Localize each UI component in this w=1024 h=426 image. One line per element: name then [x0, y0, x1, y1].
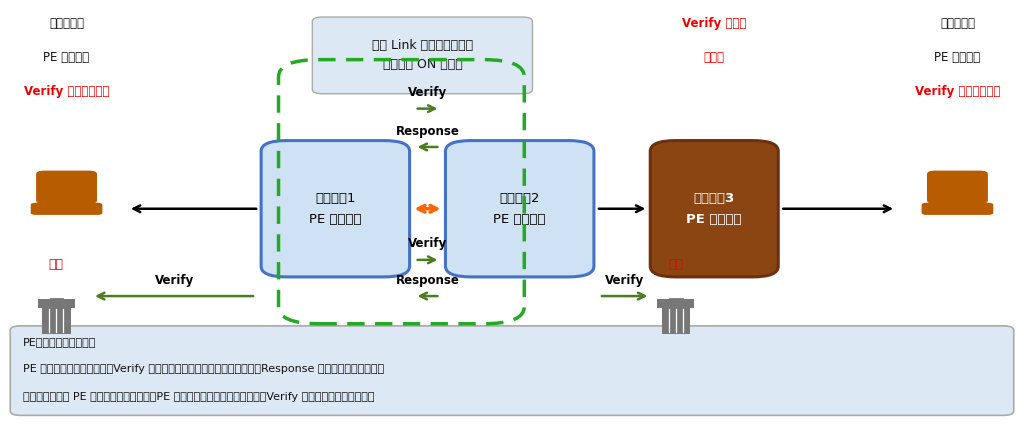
FancyBboxPatch shape	[657, 299, 694, 308]
Text: Verify を送信: Verify を送信	[682, 17, 746, 30]
FancyBboxPatch shape	[31, 203, 102, 215]
FancyBboxPatch shape	[261, 141, 410, 277]
Text: PE 機能を実装した機器は、Verify メッセージを全ポートから送信する。Response メッセージを受信する: PE 機能を実装した機器は、Verify メッセージを全ポートから送信する。Re…	[23, 364, 384, 374]
Text: スイッチ3
PE 機能なし: スイッチ3 PE 機能なし	[686, 192, 742, 226]
FancyBboxPatch shape	[36, 171, 97, 204]
Text: と、接続相手が PE 機能ありと判断する。PE 機能を実装していない機器は、Verify メッセージを廃棄する。: と、接続相手が PE 機能ありと判断する。PE 機能を実装していない機器は、Ve…	[23, 392, 374, 402]
Text: Verify: Verify	[408, 237, 447, 250]
Text: PE 機能なし: PE 機能なし	[43, 51, 90, 64]
FancyBboxPatch shape	[927, 171, 988, 204]
Text: 受信ノード: 受信ノード	[49, 17, 84, 30]
Text: 廃棄: 廃棄	[49, 257, 63, 271]
Text: Verify: Verify	[155, 273, 194, 287]
FancyBboxPatch shape	[10, 326, 1014, 415]
Text: この Link のみプリエンプ
ションが ON になる: この Link のみプリエンプ ションが ON になる	[372, 39, 473, 72]
Text: 廃棄: 廃棄	[669, 257, 683, 271]
FancyBboxPatch shape	[312, 17, 532, 94]
Text: Verify を送信しない: Verify を送信しない	[24, 85, 110, 98]
FancyBboxPatch shape	[662, 307, 690, 334]
Text: スイッチ1
PE 機能あり: スイッチ1 PE 機能あり	[309, 192, 361, 226]
Text: Verify: Verify	[408, 86, 447, 99]
FancyBboxPatch shape	[922, 203, 993, 215]
Text: Verify を送信しない: Verify を送信しない	[914, 85, 1000, 98]
Text: PE：プリエンプション: PE：プリエンプション	[23, 337, 96, 346]
Text: Verify: Verify	[605, 273, 644, 287]
FancyBboxPatch shape	[38, 299, 75, 308]
Text: しない: しない	[703, 51, 725, 64]
Text: Response: Response	[395, 124, 460, 138]
Text: PE 機能なし: PE 機能なし	[934, 51, 981, 64]
FancyBboxPatch shape	[650, 141, 778, 277]
FancyBboxPatch shape	[42, 307, 71, 334]
Text: Response: Response	[395, 273, 460, 287]
FancyBboxPatch shape	[445, 141, 594, 277]
Text: 受信ノード: 受信ノード	[940, 17, 975, 30]
Text: スイッチ2
PE 機能あり: スイッチ2 PE 機能あり	[494, 192, 546, 226]
